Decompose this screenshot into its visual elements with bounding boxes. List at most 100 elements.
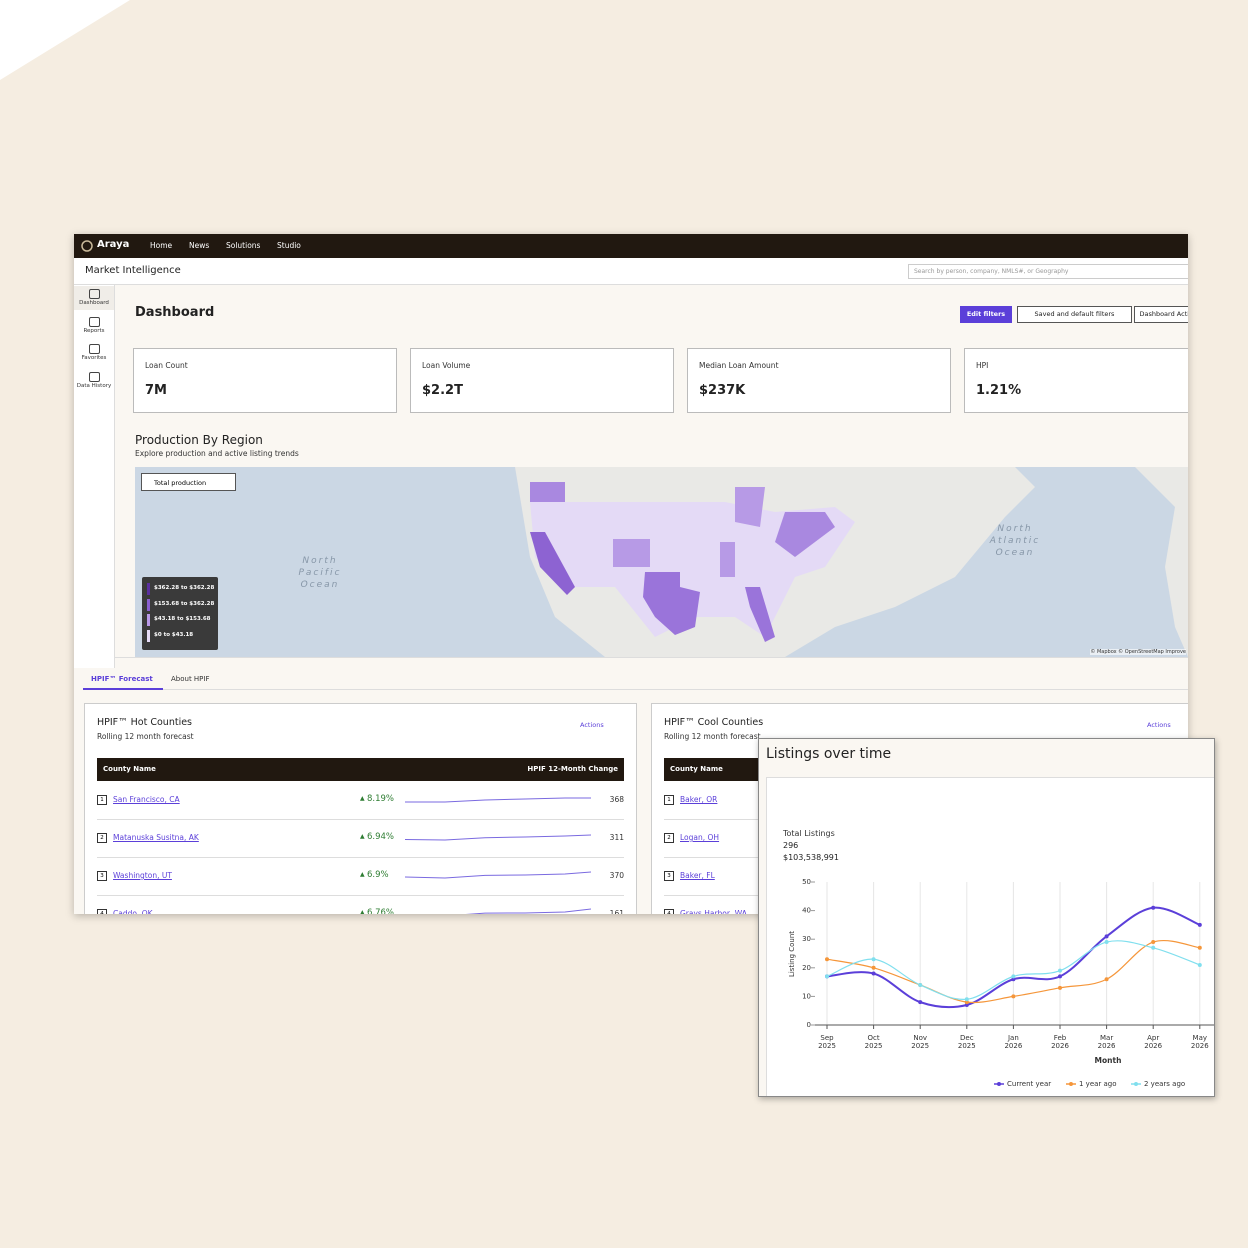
state-mid [643, 572, 700, 635]
sidebar-item[interactable]: Dashboard [79, 300, 109, 306]
map-dropdown[interactable]: Total production [141, 473, 236, 491]
logo [81, 240, 93, 252]
sidebar-item[interactable]: Reports [83, 327, 105, 334]
listings-card: Listings over time Total Listings 296 $1… [758, 738, 1215, 1097]
point [918, 982, 923, 987]
legend-swatch [147, 583, 150, 595]
county[interactable]: San Francisco, CA [113, 795, 180, 804]
point [1104, 940, 1109, 945]
change-arrow: ▲ [360, 909, 365, 914]
table-subtitle: Rolling 12 month forecast [97, 732, 194, 741]
sidebar-item[interactable]: Favorites [81, 355, 107, 361]
summary-amount: $103,538,991 [783, 853, 839, 862]
legend-swatch [147, 614, 150, 626]
state-light [530, 482, 565, 502]
tab[interactable]: About HPIF [171, 675, 210, 683]
brand[interactable]: Araya [97, 239, 130, 250]
point [1197, 962, 1202, 967]
table-header: County Name HPIF 12-Month Change [97, 758, 624, 781]
chart-panel [766, 777, 1214, 1096]
legend-label: $153.68 to $362.28 [154, 600, 215, 607]
rank: 4 [97, 909, 107, 914]
y-tick-label: 30 [802, 935, 811, 943]
sparkline [405, 834, 591, 841]
county[interactable]: Grays Harbor, WA [680, 909, 747, 914]
point [1011, 974, 1016, 979]
y-tick-label: 20 [802, 964, 811, 972]
point [871, 957, 876, 962]
top-nav [74, 234, 1188, 258]
county[interactable]: Logan, OH [680, 833, 720, 842]
y-tick-label: 40 [802, 907, 811, 915]
x-tick-label: Sep 2025 [818, 1034, 836, 1050]
county[interactable]: Matanuska Susitna, AK [113, 833, 199, 842]
point [1197, 945, 1202, 950]
rank: 2 [97, 833, 107, 843]
sparkline [405, 797, 591, 803]
actions-link[interactable]: Actions [580, 721, 604, 729]
change-arrow: ▲ [360, 871, 365, 878]
section-title: Market Intelligence [85, 265, 181, 276]
point [871, 965, 876, 970]
nav-link[interactable]: News [189, 241, 210, 250]
map[interactable]: Total production North Pacific Ocean Nor… [135, 467, 1188, 657]
sidebar-icon [89, 289, 100, 299]
legend-label: $0 to $43.18 [154, 631, 194, 638]
rank: 1 [664, 795, 674, 805]
legend-marker [997, 1082, 1001, 1086]
point [1011, 994, 1016, 999]
kpi-label: Loan Count [145, 361, 188, 370]
legend-label: 1 year ago [1079, 1080, 1117, 1088]
point [1151, 905, 1156, 910]
point [1058, 968, 1062, 973]
kpi-label: Median Loan Amount [699, 361, 779, 370]
map-legend [142, 577, 218, 650]
kpi-label: HPI [976, 361, 989, 370]
sparkline [405, 871, 591, 879]
actions-link[interactable]: Actions [1147, 721, 1171, 729]
saved-filters-button[interactable]: Saved and default filters [1017, 306, 1132, 323]
county[interactable]: Baker, OR [680, 795, 718, 804]
region-title: Production By Region [135, 433, 263, 447]
nav-link[interactable]: Solutions [226, 241, 261, 250]
edit-filters-button[interactable]: Edit filters [960, 306, 1012, 323]
kpi-value: 7M [145, 383, 167, 398]
search-box[interactable]: Search by person, company, NMLS#, or Geo… [908, 264, 1188, 279]
dashboard-actions-button[interactable]: Dashboard Actions [1134, 306, 1188, 323]
state-light [613, 539, 650, 567]
change: 6.76% [367, 908, 395, 914]
nav-link[interactable]: Studio [277, 241, 301, 250]
sidebar-icon [89, 371, 100, 382]
point [1104, 977, 1109, 982]
rank: 3 [664, 871, 674, 881]
tab-active[interactable]: HPIF™ Forecast [91, 675, 153, 683]
state-mid [745, 587, 775, 642]
tab-underline [83, 688, 163, 690]
county[interactable]: Caddo, OK [113, 909, 153, 914]
sparkline-path [405, 797, 591, 803]
x-tick-label: Dec 2025 [957, 1034, 976, 1050]
divider [114, 657, 1188, 658]
x-tick-label: Oct 2025 [864, 1034, 883, 1050]
legend-label: 2 years ago [1144, 1080, 1185, 1088]
nav-link[interactable]: Home [150, 241, 173, 250]
y-tick-label: 0 [807, 1021, 811, 1029]
line-chart: Listing Count Month 0 10 20 30 40 50 Current y… [788, 878, 1214, 1088]
county[interactable]: Baker, FL [680, 871, 715, 880]
state-light [775, 512, 835, 557]
county[interactable]: Washington, UT [113, 871, 172, 880]
legend-label: $362.28 to $362.28 [154, 585, 215, 591]
land-europe [1135, 467, 1188, 657]
column-header: County Name [670, 765, 723, 773]
legend-swatch [147, 629, 150, 642]
kpi-label: Loan Volume [422, 361, 471, 370]
kpi-value: $2.2T [422, 383, 463, 398]
sparkline [465, 908, 591, 914]
legend-marker [1069, 1082, 1073, 1086]
rank: 1 [97, 795, 107, 805]
change: 8.19% [367, 794, 395, 804]
point [1151, 940, 1156, 945]
sidebar-item[interactable]: Data History [76, 382, 112, 389]
